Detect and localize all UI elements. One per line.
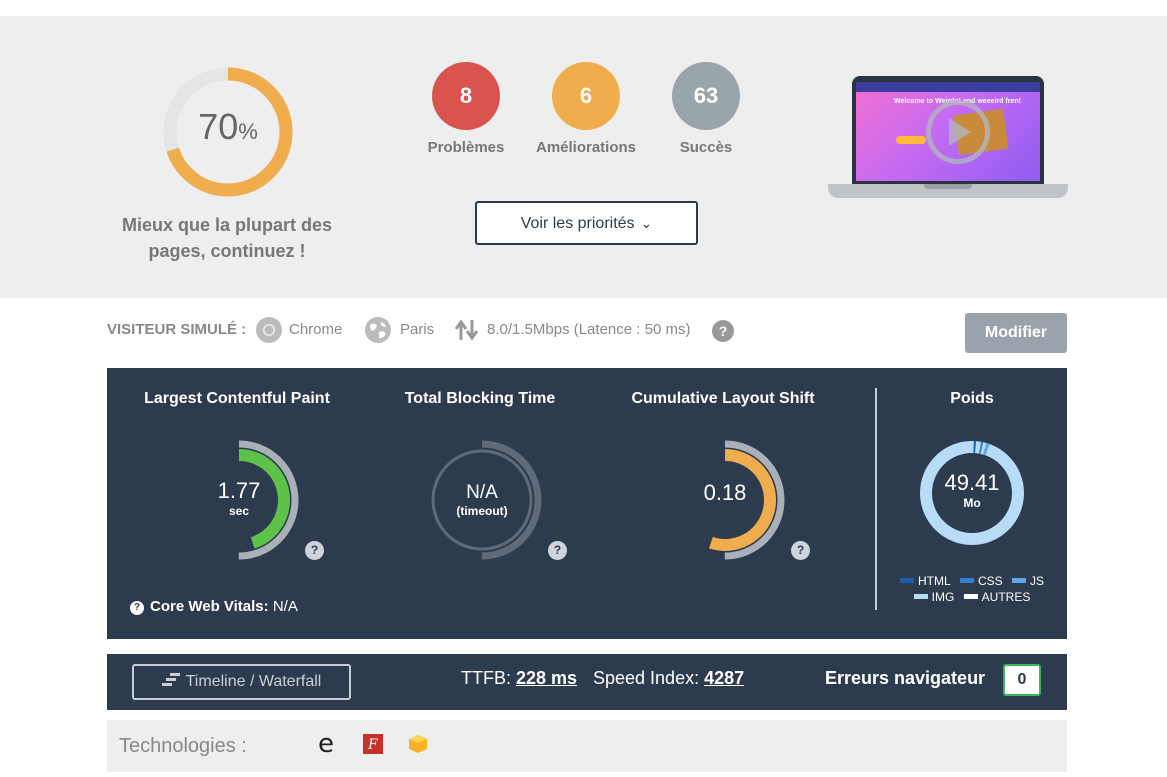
play-icon[interactable] — [926, 100, 990, 164]
waterfall-icon — [161, 673, 180, 686]
problems-label: Problèmes — [427, 139, 505, 156]
timeline-waterfall-button[interactable]: Timeline / Waterfall — [132, 664, 351, 700]
svg-text:F: F — [367, 737, 379, 753]
ttfb: TTFB: 228 ms — [461, 668, 578, 688]
tbt-title: Total Blocking Time — [404, 390, 556, 407]
core-web-vitals: ? Core Web Vitals: N/A — [130, 598, 298, 615]
cls-gauge — [663, 438, 787, 567]
weight-title: Poids — [950, 390, 994, 407]
package-icon[interactable] — [408, 734, 428, 759]
chrome-icon — [255, 316, 283, 348]
connection-speed: 8.0/1.5Mbps (Latence : 50 ms) — [487, 321, 691, 338]
speed-index-value[interactable]: 4287 — [704, 668, 745, 688]
tbt-help-icon[interactable]: ? — [548, 541, 567, 560]
weight-donut — [917, 438, 1027, 553]
priorities-button[interactable]: Voir les priorités ⌄ — [475, 201, 698, 245]
cls-title: Cumulative Layout Shift — [631, 390, 815, 407]
successes-label: Succès — [679, 139, 733, 156]
legend-img: IMG — [913, 589, 954, 605]
legend-js: JS — [1012, 573, 1044, 589]
chevron-down-icon: ⌄ — [640, 215, 653, 231]
browser-name: Chrome — [289, 321, 343, 338]
improvements-label: Améliorations — [535, 139, 637, 156]
weight-legend: HTML CSS JS IMG AUTRES — [892, 573, 1052, 605]
performance-bar: Timeline / Waterfall TTFB: 228 ms Speed … — [107, 654, 1067, 710]
technologies-label: Technologies : — [119, 735, 247, 757]
cls-value: 0.18 — [703, 480, 747, 505]
successes-badge[interactable]: 63 — [672, 62, 740, 130]
cwv-value: N/A — [272, 598, 298, 615]
location-name: Paris — [400, 321, 435, 338]
lcp-title: Largest Contentful Paint — [144, 390, 330, 407]
browser-errors-count[interactable]: 0 — [1003, 664, 1041, 696]
tbt-unit: (timeout) — [456, 504, 508, 518]
metrics-panel: Largest Contentful Paint 1.77 sec ? Tota… — [107, 368, 1067, 639]
summary-panel: 70% Mieux que la plupart des pages, cont… — [0, 16, 1167, 298]
simulated-visitor-row: VISITEUR SIMULÉ : Chrome Paris 8.0/1.5Mb… — [107, 316, 1067, 346]
cwv-help-icon[interactable]: ? — [130, 601, 144, 615]
speed-index: Speed Index: 4287 — [593, 668, 745, 688]
lcp-value: 1.77 — [217, 478, 261, 503]
laptop-screen: Welcome to WeirdoLand weeeird fren! — [852, 76, 1044, 184]
tbt-gauge — [420, 438, 544, 567]
weight-unit: Mo — [963, 496, 981, 510]
laptop-base — [828, 184, 1068, 198]
legend-html: HTML — [899, 573, 951, 589]
ttfb-value[interactable]: 228 ms — [516, 668, 578, 688]
browser-errors-label: Erreurs navigateur — [825, 668, 986, 688]
tbt-value: N/A — [466, 482, 498, 503]
modify-button[interactable]: Modifier — [965, 313, 1067, 353]
improvements-badge[interactable]: 6 — [552, 62, 620, 130]
score-value: 70% — [198, 106, 258, 147]
visitor-help-icon[interactable]: ? — [712, 320, 734, 342]
visitor-label: VISITEUR SIMULÉ : — [107, 321, 247, 338]
technologies-row: Technologies : e F — [107, 720, 1067, 772]
legend-css: CSS — [959, 573, 1003, 589]
globe-icon — [364, 316, 392, 348]
problems-badge[interactable]: 8 — [432, 62, 500, 130]
cls-help-icon[interactable]: ? — [791, 541, 810, 560]
page-preview-laptop[interactable]: Welcome to WeirdoLand weeeird fren! — [828, 74, 1068, 200]
lcp-help-icon[interactable]: ? — [305, 541, 324, 560]
weight-value: 49.41 — [944, 470, 1000, 495]
lcp-gauge — [177, 438, 301, 567]
transfer-arrows-icon — [453, 318, 481, 346]
legend-autres: AUTRES — [963, 589, 1030, 605]
svg-text:e: e — [318, 730, 334, 758]
score-caption: Mieux que la plupart des pages, continue… — [121, 215, 333, 261]
font-awesome-icon[interactable]: F — [363, 734, 383, 759]
site-screenshot: Welcome to WeirdoLand weeeird fren! — [856, 82, 1040, 181]
edge-icon[interactable]: e — [317, 729, 339, 763]
lcp-unit: sec — [228, 504, 250, 518]
score-gauge: 70% — [160, 64, 296, 200]
score-ring — [163, 67, 293, 197]
metrics-divider — [875, 388, 877, 610]
